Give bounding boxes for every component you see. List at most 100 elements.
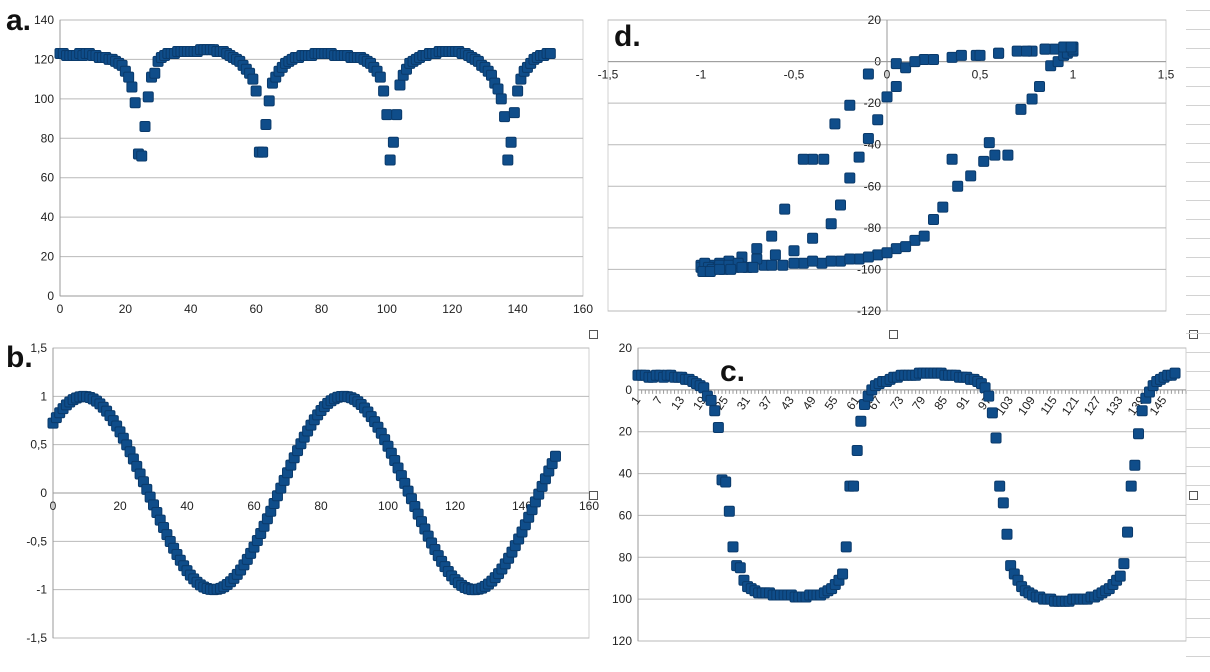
resize-handle[interactable] xyxy=(1189,491,1198,500)
data-point xyxy=(381,109,393,121)
data-point xyxy=(835,255,846,267)
x-tick-label: 115 xyxy=(1037,393,1060,417)
data-point xyxy=(890,81,902,93)
data-point xyxy=(1001,528,1013,540)
data-point xyxy=(909,234,921,246)
data-point xyxy=(986,407,998,419)
x-tick-label: 100 xyxy=(378,499,398,513)
data-point xyxy=(492,83,504,95)
sheet-row-line xyxy=(1186,656,1210,657)
y-tick-label: 120 xyxy=(612,634,632,648)
x-tick-label: 109 xyxy=(1015,393,1038,418)
x-tick-label: 1 xyxy=(628,393,643,407)
sheet-row-line xyxy=(1186,447,1210,448)
data-point xyxy=(1039,43,1051,55)
sheet-row-line xyxy=(1186,105,1210,106)
x-tick-label: 60 xyxy=(247,499,261,513)
data-point xyxy=(1048,43,1060,55)
sheet-row-line xyxy=(1186,409,1210,410)
x-tick-label: -1 xyxy=(696,68,707,82)
x-tick-label: 60 xyxy=(249,302,263,316)
data-point xyxy=(1129,459,1141,471)
data-point xyxy=(978,155,990,167)
data-point xyxy=(835,199,846,211)
resize-handle[interactable] xyxy=(589,491,598,500)
sheet-row-line xyxy=(1186,637,1210,638)
data-point xyxy=(1136,405,1148,417)
data-point xyxy=(1065,41,1077,53)
data-point xyxy=(890,243,902,255)
sheet-row-line xyxy=(1186,371,1210,372)
data-point xyxy=(900,62,912,74)
data-point xyxy=(990,432,1002,444)
data-point xyxy=(512,85,524,97)
sheet-row-line xyxy=(1186,86,1210,87)
y-tick-label: 140 xyxy=(34,13,54,27)
x-tick-label: 160 xyxy=(573,302,593,316)
y-tick-label: 0,5 xyxy=(30,438,47,452)
data-point xyxy=(855,415,867,427)
data-point xyxy=(807,255,819,267)
resize-handle[interactable] xyxy=(1189,330,1198,339)
data-point xyxy=(247,73,259,85)
data-point xyxy=(1034,81,1046,93)
data-point xyxy=(788,257,800,269)
data-point xyxy=(872,114,884,126)
data-point xyxy=(499,111,511,123)
data-point xyxy=(508,107,520,119)
data-point xyxy=(844,253,856,265)
data-point xyxy=(720,476,732,488)
data-point xyxy=(250,85,262,97)
data-point xyxy=(505,136,517,148)
data-point xyxy=(257,146,269,158)
y-tick-label: 40 xyxy=(41,210,55,224)
sheet-row-line xyxy=(1186,238,1210,239)
x-tick-label: 160 xyxy=(579,499,599,513)
data-point xyxy=(965,170,977,182)
data-point xyxy=(374,71,386,83)
sheet-row-line xyxy=(1186,295,1210,296)
data-point xyxy=(993,47,1005,59)
x-tick-label: 20 xyxy=(119,302,133,316)
y-tick-label: -100 xyxy=(857,262,881,276)
data-point xyxy=(946,153,958,165)
panel-a-label: a. xyxy=(6,4,32,37)
x-tick-label: 1 xyxy=(1070,68,1077,82)
data-point xyxy=(862,251,874,263)
x-tick-label: 0 xyxy=(57,302,64,316)
data-point xyxy=(918,53,930,65)
data-point xyxy=(816,257,828,269)
y-tick-label: 20 xyxy=(619,425,633,439)
y-tick-label: 120 xyxy=(34,52,54,66)
data-point xyxy=(946,51,958,63)
x-tick-label: 0 xyxy=(884,68,891,82)
data-point xyxy=(142,91,154,103)
x-tick-label: 121 xyxy=(1059,393,1082,418)
resize-handle[interactable] xyxy=(889,330,898,339)
y-tick-label: -1 xyxy=(36,583,47,597)
y-tick-label: 80 xyxy=(41,131,55,145)
data-point xyxy=(853,151,865,163)
x-tick-label: 80 xyxy=(314,499,328,513)
sheet-row-line xyxy=(1186,485,1210,486)
data-point xyxy=(723,505,735,517)
resize-handle[interactable] xyxy=(589,330,598,339)
y-tick-label: 60 xyxy=(41,171,55,185)
x-tick-label: 80 xyxy=(315,302,329,316)
data-point xyxy=(391,109,403,121)
y-tick-label: -1,5 xyxy=(26,631,47,645)
data-point xyxy=(378,85,390,97)
panel-c-label: c. xyxy=(720,355,746,388)
data-point xyxy=(384,154,396,166)
y-tick-label: 20 xyxy=(619,341,633,355)
data-point xyxy=(1133,428,1145,440)
data-point xyxy=(997,497,1009,509)
data-point xyxy=(881,91,893,103)
x-tick-label: 31 xyxy=(734,393,753,412)
data-point xyxy=(712,422,724,434)
data-point xyxy=(952,180,964,192)
chart-b: -1,5-1-0,500,511,50 20 40 60 80 100 120 140 160 xyxy=(26,341,599,645)
data-point xyxy=(853,253,865,265)
sheet-row-line xyxy=(1186,48,1210,49)
data-point xyxy=(1118,558,1130,570)
